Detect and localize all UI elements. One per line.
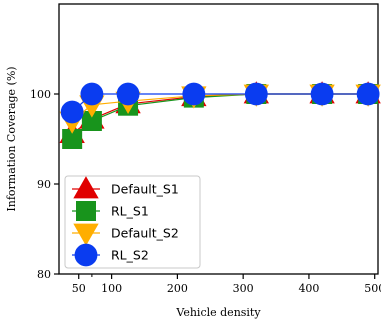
- x-axis-label: Vehicle density: [175, 306, 261, 319]
- y-tick-label: 80: [37, 268, 51, 281]
- legend-item: Default_S2: [72, 223, 179, 246]
- legend: Default_S1 RL_S1 Default_S2 RL_S2: [64, 175, 201, 269]
- x-tick-label: 300: [233, 282, 254, 295]
- x-tick-label: 50: [72, 282, 86, 295]
- data-point: [356, 82, 380, 106]
- data-point: [182, 82, 206, 106]
- data-point: [244, 82, 268, 106]
- y-axis-label: Information Coverage (%): [5, 66, 18, 211]
- data-point: [73, 176, 99, 199]
- legend-box: [64, 175, 201, 269]
- data-point: [76, 200, 97, 221]
- plot-area: [58, 3, 381, 275]
- x-tick-label: 200: [167, 282, 188, 295]
- x-tick-label: 100: [101, 282, 122, 295]
- x-tick-label: 400: [298, 282, 319, 295]
- data-point: [60, 100, 84, 124]
- legend-label: RL_S1: [111, 204, 149, 219]
- data-point: [310, 82, 334, 106]
- legend-item: RL_S2: [72, 243, 149, 267]
- data-point: [74, 243, 98, 267]
- data-point: [73, 223, 99, 246]
- data-point: [80, 82, 104, 106]
- legend-item: Default_S1: [72, 176, 179, 199]
- legend-label: Default_S2: [111, 226, 179, 241]
- series-RL_S2: [60, 82, 380, 124]
- plot-frame: [58, 3, 379, 275]
- legend-item: RL_S1: [72, 200, 149, 221]
- y-tick-label: 90: [37, 178, 51, 191]
- y-tick-label: 100: [30, 88, 51, 101]
- x-tick-label: 500: [364, 282, 381, 295]
- legend-label: RL_S2: [111, 248, 149, 263]
- x-axis: 50 100 200 300 400 500: [72, 274, 381, 295]
- legend-label: Default_S1: [111, 182, 179, 197]
- data-point: [116, 82, 140, 106]
- y-axis: 80 90 100: [30, 88, 59, 281]
